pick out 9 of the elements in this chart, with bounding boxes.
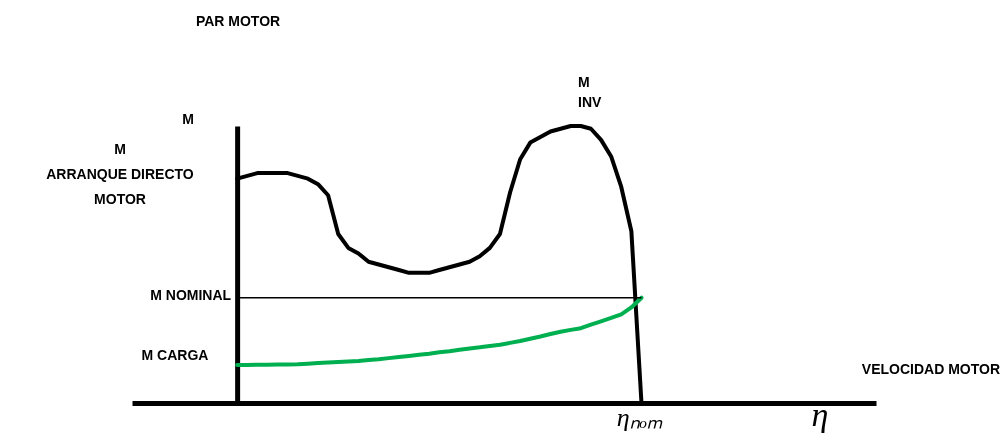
text: M INV xyxy=(578,74,602,110)
text: η xyxy=(811,396,829,433)
text: M xyxy=(182,111,194,127)
text: PAR MOTOR xyxy=(195,13,281,29)
text: VELOCIDAD MOTOR xyxy=(861,361,1000,377)
ref-line-label: M NOMINAL xyxy=(150,286,232,303)
text: M CARGA xyxy=(141,347,209,363)
annotation: ηₙₒₘ xyxy=(616,403,664,432)
text: M ARRANQUE DIRECTO MOTOR xyxy=(46,141,194,207)
